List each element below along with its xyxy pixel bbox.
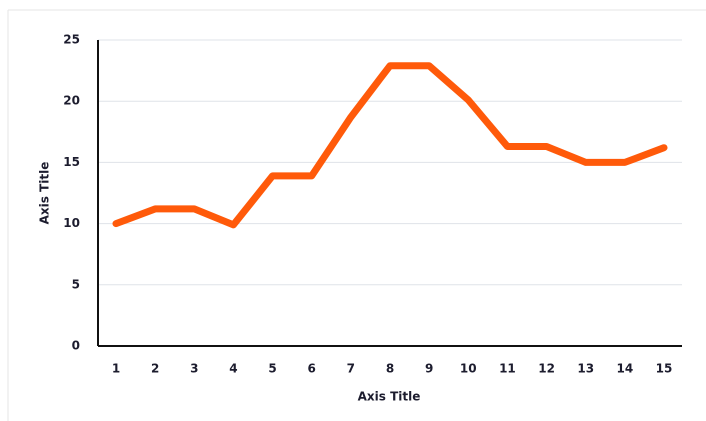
y-tick-label: 25: [63, 33, 80, 47]
x-tick-label: 4: [229, 362, 237, 376]
x-tick-label: 10: [460, 362, 477, 376]
y-tick-label: 10: [63, 216, 80, 230]
x-tick-label: 5: [268, 362, 276, 376]
x-tick-label: 2: [151, 362, 159, 376]
x-tick-label: 15: [656, 362, 673, 376]
x-tick-label: 6: [308, 362, 316, 376]
y-tick-label: 0: [72, 339, 80, 353]
x-tick-label: 14: [617, 362, 634, 376]
y-tick-label: 20: [63, 94, 80, 108]
y-tick-label: 15: [63, 155, 80, 169]
x-tick-label: 7: [347, 362, 355, 376]
y-tick-label: 5: [72, 277, 80, 291]
x-tick-label: 1: [112, 362, 120, 376]
x-tick-label: 13: [577, 362, 594, 376]
x-tick-label: 8: [386, 362, 394, 376]
x-tick-label: 9: [425, 362, 433, 376]
line-series: [112, 62, 668, 229]
x-axis-title: Axis Title: [358, 390, 421, 404]
x-tick-label: 3: [190, 362, 198, 376]
x-tick-label: 12: [538, 362, 555, 376]
x-tick-label: 11: [499, 362, 516, 376]
y-axis-title: Axis Title: [38, 162, 52, 225]
